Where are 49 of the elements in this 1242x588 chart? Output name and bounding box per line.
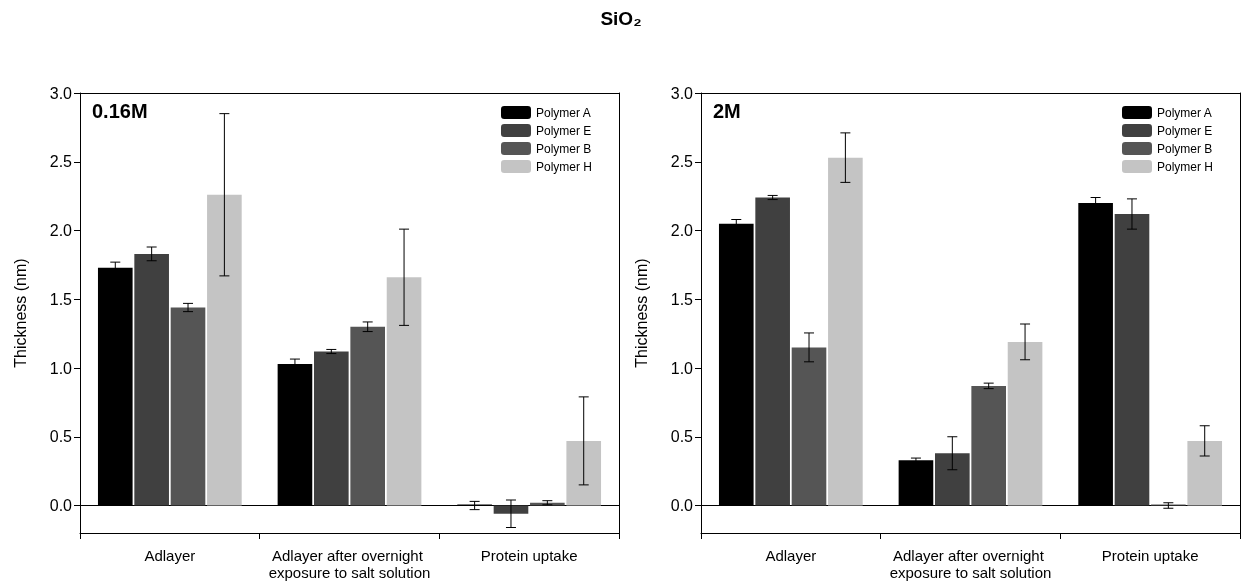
bar: [350, 326, 385, 506]
x-tick-label: Protein uptake: [480, 547, 578, 564]
legend-label: Polymer B: [535, 141, 592, 156]
bar: [386, 277, 422, 506]
legend-label: Polymer E: [535, 123, 592, 138]
bar: [791, 347, 827, 506]
y-tick-label: 0.5: [670, 428, 694, 446]
bar: [134, 253, 169, 506]
y-tick-label: 3.0: [49, 84, 73, 102]
legend-label: Polymer E: [1156, 123, 1213, 138]
y-tick-label: 2.0: [670, 222, 694, 239]
legend-label: Polymer H: [535, 159, 593, 174]
bar: [971, 385, 1006, 506]
x-tick-label: Protein uptake: [1101, 547, 1199, 564]
y-axis-title: Thickness (nm): [11, 258, 29, 368]
bar: [755, 197, 790, 506]
y-tick-label: 1.0: [49, 359, 73, 377]
annotation: 2M: [713, 100, 741, 122]
bar: [1114, 214, 1150, 506]
y-tick-label: 2.5: [670, 153, 694, 171]
bar: [170, 307, 206, 506]
y-tick-label: 2.0: [49, 222, 73, 239]
annotation: 0.16M: [92, 100, 148, 122]
chart-title: SiO₂: [599, 8, 643, 30]
legend-label: Polymer H: [1156, 159, 1214, 174]
y-tick-label: 3.0: [670, 84, 694, 102]
legend-label: Polymer A: [535, 105, 591, 120]
y-tick-label: 2.5: [49, 153, 73, 171]
y-tick-label: 1.5: [670, 290, 694, 308]
y-tick-label: 0.0: [670, 497, 694, 514]
x-tick-label: Adlayer after overnight exposure to salt solution: [268, 547, 431, 581]
bar: [207, 194, 242, 506]
legend-label: Polymer B: [1156, 141, 1213, 156]
x-tick-label: Adlayer: [144, 547, 196, 564]
y-axis-title: Thickness (nm): [632, 258, 650, 368]
bar: [828, 157, 863, 506]
x-tick-label: Adlayer: [765, 547, 817, 564]
bar: [1007, 341, 1043, 506]
y-tick-label: 1.5: [49, 290, 73, 308]
bar: [566, 440, 602, 506]
y-tick-label: 0.5: [49, 428, 73, 446]
bar: [935, 453, 970, 506]
y-tick-label: 0.0: [49, 497, 73, 514]
bar: [1187, 440, 1223, 506]
y-tick-label: 1.0: [670, 359, 694, 377]
legend-label: Polymer A: [1156, 105, 1212, 120]
bar: [493, 505, 529, 514]
bar: [314, 351, 349, 506]
x-tick-label: Adlayer after overnight exposure to salt solution: [889, 547, 1052, 581]
